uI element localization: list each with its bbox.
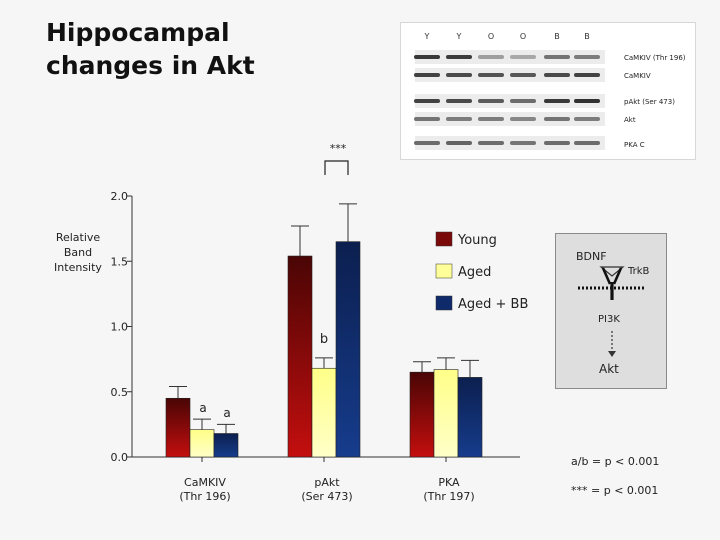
y-tick-label: 1.0 xyxy=(111,321,129,334)
pi3k-label: PI3K xyxy=(598,314,620,325)
blot-band xyxy=(446,117,472,121)
bdnf-label: BDNF xyxy=(576,250,607,263)
blot-band xyxy=(446,99,472,103)
pathway-diagram: BDNF TrkB PI3K Akt xyxy=(555,233,667,389)
y-tick-label: 0.5 xyxy=(111,386,129,399)
slide-title: Hippocampal changes in Akt xyxy=(46,18,255,80)
trkb-label: TrkB xyxy=(627,266,650,277)
receptor-left-arm-icon xyxy=(601,267,612,285)
legend-swatch xyxy=(435,295,453,311)
receptor-icon xyxy=(599,266,625,277)
blot-band xyxy=(478,141,504,145)
blot-band xyxy=(544,117,570,121)
blot-band xyxy=(414,99,440,103)
bar xyxy=(311,367,337,458)
blot-band xyxy=(574,117,600,121)
blot-band xyxy=(478,117,504,121)
akt-label: Akt xyxy=(599,362,619,376)
blot-lane-label: O xyxy=(520,32,526,41)
significance-letter: b xyxy=(320,332,328,347)
legend-label: Aged + BB xyxy=(458,297,528,312)
western-blot-svg: Y Y O O B B CaMKIV (Thr 196) CaMKIV pAkt (Ser 4… xyxy=(414,32,686,150)
blot-lane-label: B xyxy=(584,32,590,41)
receptor-right-arm-icon xyxy=(612,267,623,285)
blot-lane-label: Y xyxy=(424,32,430,41)
bar xyxy=(165,397,191,458)
legend-label: Young xyxy=(457,233,497,248)
blot-band xyxy=(574,99,600,103)
x-tick-label: CaMKIV xyxy=(184,476,226,489)
arrow-down-icon xyxy=(608,351,616,357)
blot-band xyxy=(510,99,536,103)
x-tick-label: (Thr 196) xyxy=(179,490,230,503)
legend-swatch xyxy=(435,231,453,247)
blot-band xyxy=(574,73,600,77)
blot-band xyxy=(574,141,600,145)
significance-bracket xyxy=(324,160,349,175)
blot-band xyxy=(478,73,504,77)
blot-band xyxy=(544,73,570,77)
bar xyxy=(287,255,313,458)
bar xyxy=(335,241,361,458)
pathway-svg: BDNF TrkB PI3K Akt xyxy=(576,250,650,376)
blot-band-label: CaMKIV xyxy=(624,72,651,80)
legend-label: Aged xyxy=(458,265,491,280)
bar xyxy=(409,371,435,458)
blot-band xyxy=(510,141,536,145)
bar xyxy=(213,433,239,458)
blot-lane-label: B xyxy=(554,32,560,41)
blot-lane-label: O xyxy=(488,32,494,41)
blot-band xyxy=(510,73,536,77)
x-tick-label: (Thr 197) xyxy=(423,490,474,503)
blot-band xyxy=(510,117,536,121)
blot-band xyxy=(478,55,504,59)
y-tick-label: 0.0 xyxy=(111,451,129,464)
significance-letter: a xyxy=(199,401,206,415)
y-tick-label: 2.0 xyxy=(111,190,129,203)
x-tick-label: (Ser 473) xyxy=(301,490,352,503)
blot-band xyxy=(414,141,440,145)
blot-band xyxy=(446,141,472,145)
y-tick-label: 1.5 xyxy=(111,255,129,268)
blot-band-label: CaMKIV (Thr 196) xyxy=(624,54,686,62)
blot-band xyxy=(510,55,536,59)
blot-band xyxy=(478,99,504,103)
ylabel: Relative Band Intensity xyxy=(52,230,104,275)
bar xyxy=(189,429,215,458)
significance-stars: *** xyxy=(330,142,347,155)
footnote-significance: *** = p < 0.001 xyxy=(571,484,659,497)
blot-band xyxy=(414,73,440,77)
x-tick-label: PKA xyxy=(438,476,460,489)
blot-band xyxy=(574,55,600,59)
blot-lane-label: Y xyxy=(456,32,462,41)
footnote-ab: a/b = p < 0.001 xyxy=(571,455,660,468)
blot-band-label: pAkt (Ser 473) xyxy=(624,98,675,106)
ylabel-text: Relative Band Intensity xyxy=(54,231,102,274)
blot-band xyxy=(414,55,440,59)
bar xyxy=(433,369,459,458)
blot-band xyxy=(414,117,440,121)
blot-band xyxy=(446,73,472,77)
legend-swatch xyxy=(435,263,453,279)
blot-band-label: PKA C xyxy=(624,141,645,149)
blot-band xyxy=(544,141,570,145)
blot-band xyxy=(544,55,570,59)
x-tick-label: pAkt xyxy=(314,476,340,489)
bar xyxy=(457,377,483,458)
western-blot-image: Y Y O O B B CaMKIV (Thr 196) CaMKIV pAkt (Ser 4… xyxy=(400,22,696,160)
blot-band-label: Akt xyxy=(624,116,636,124)
significance-letter: a xyxy=(223,406,230,420)
blot-band xyxy=(446,55,472,59)
blot-band xyxy=(544,99,570,103)
